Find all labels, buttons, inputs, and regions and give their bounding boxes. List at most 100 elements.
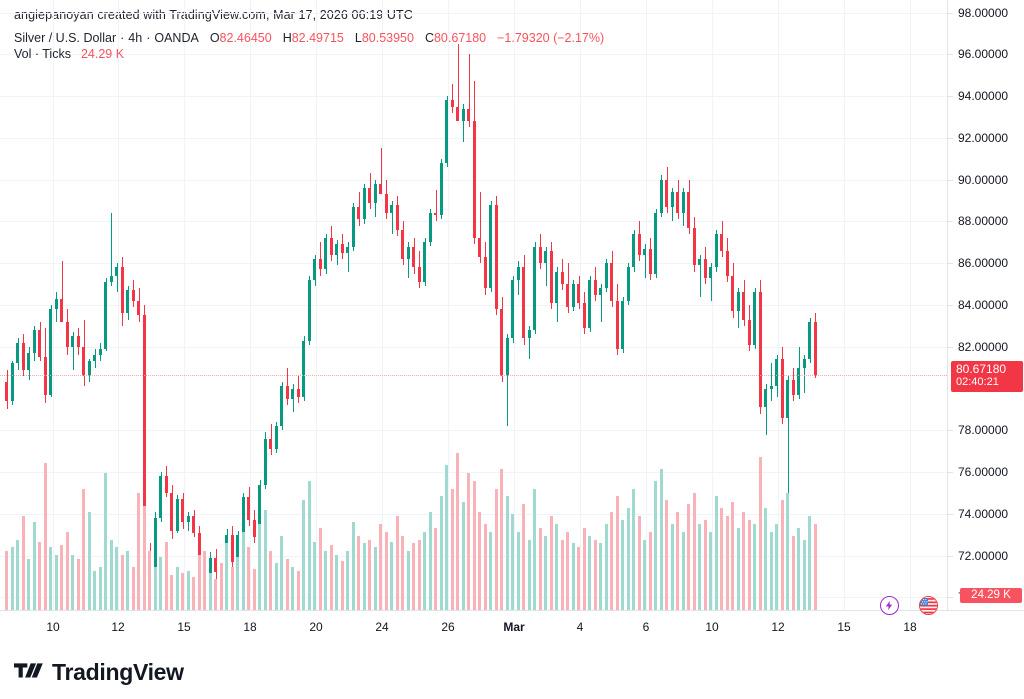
volume-bar [599, 543, 602, 610]
candle-body [406, 246, 410, 260]
chart-plot-area[interactable] [0, 0, 947, 610]
volume-bar [302, 500, 305, 610]
price-axis-tick: 74.00000 [947, 507, 1008, 521]
candle-body [555, 271, 558, 303]
candle-body [659, 179, 663, 214]
price-axis-tick: 72.00000 [947, 549, 1008, 563]
volume-bar [538, 527, 542, 610]
price-axis-tick: 84.00000 [947, 298, 1008, 312]
legend-interval[interactable]: 4h [128, 31, 143, 45]
candle-body [164, 476, 168, 493]
volume-bar [214, 578, 217, 610]
gridline-vertical [118, 0, 119, 610]
candle-wick [771, 363, 772, 402]
volume-bar [120, 555, 124, 610]
candle-body [241, 497, 245, 535]
session-break-marker[interactable] [880, 596, 899, 615]
candle-body [153, 518, 157, 571]
time-axis-tick-label: 4 [576, 620, 584, 634]
candle-body [544, 250, 547, 264]
legend-change: −1.79320 (−2.17%) [497, 31, 605, 45]
candle-body [670, 192, 674, 207]
volume-bar [49, 547, 52, 610]
legend-high-value: 82.49715 [291, 31, 344, 45]
volume-bar [335, 555, 338, 610]
candle-body [49, 309, 52, 395]
candle-body [769, 386, 773, 389]
volume-bar [527, 539, 531, 610]
volume-bar [10, 547, 14, 610]
gridline-vertical [844, 0, 845, 610]
volume-bar [610, 512, 613, 610]
candle-body [813, 321, 817, 375]
volume-bar [412, 543, 415, 610]
candle-body [687, 192, 690, 228]
volume-bar [742, 512, 745, 610]
candle-body [786, 380, 789, 418]
volume-bar [307, 480, 311, 610]
candle-wick [391, 200, 393, 234]
volume-bar [269, 551, 272, 610]
candle-body [681, 192, 685, 214]
price-axis[interactable]: 80.67180 02:40:21 24.29 K 98.00000 96.000… [947, 0, 1024, 610]
candle-body [296, 388, 300, 397]
candle-body [258, 484, 261, 537]
volume-bar [274, 563, 278, 610]
candle-body [714, 233, 718, 268]
candle-body [329, 238, 333, 255]
volume-bar [208, 572, 212, 610]
volume-bar [566, 531, 569, 610]
volume-bar [445, 465, 448, 610]
candle-body [527, 330, 531, 339]
candle-body [379, 183, 382, 195]
candle-wick [529, 325, 530, 360]
volume-bar [522, 504, 525, 610]
volume-bar [203, 551, 206, 610]
volume-bar [71, 555, 74, 610]
candle-body [615, 300, 619, 349]
candle-body [791, 380, 795, 395]
candle-body [692, 227, 696, 266]
gridline-vertical [910, 0, 911, 610]
price-axis-tick-label: 88.00000 [958, 214, 1009, 229]
candle-body [450, 100, 454, 107]
candle-wick [479, 192, 481, 264]
candle-body [494, 204, 498, 310]
legend-volume-title[interactable]: Vol · Ticks [14, 47, 71, 61]
tradingview-logo[interactable]: TradingView [14, 659, 184, 686]
candle-wick [600, 284, 602, 322]
candle-body [109, 275, 113, 283]
candle-body [126, 290, 129, 314]
time-axis[interactable]: 10 12 15 18 20 24 26 Mar 4 6 10 12 15 18 [0, 610, 1024, 646]
gridline-vertical [448, 0, 449, 610]
legend-separator-1: · [120, 31, 125, 45]
market-country-marker[interactable] [919, 596, 938, 615]
candle-body [10, 363, 14, 402]
volume-bar [786, 492, 789, 610]
volume-bar [769, 531, 773, 610]
gridline-horizontal [0, 430, 947, 432]
legend-low-value: 80.53950 [361, 31, 414, 45]
volume-bar [153, 566, 157, 610]
footer: TradingView [0, 646, 1024, 699]
candle-body [252, 520, 256, 537]
time-axis-tick-label: 10 [46, 620, 60, 634]
volume-bar [142, 506, 146, 610]
price-axis-tick-label: 94.00000 [958, 89, 1009, 104]
candle-body [725, 250, 729, 276]
candle-body [456, 106, 459, 122]
volume-bar [571, 543, 575, 610]
volume-bar [659, 469, 663, 610]
candle-body [181, 499, 184, 523]
volume-bar [808, 516, 811, 610]
candle-body [324, 238, 327, 270]
candle-body [368, 188, 371, 203]
candle-body [21, 342, 25, 370]
volume-bar [588, 535, 591, 610]
volume-bar [478, 512, 481, 610]
volume-bar [725, 516, 729, 610]
volume-bar [296, 570, 300, 610]
price-axis-tick-label: 82.00000 [958, 339, 1009, 354]
legend-symbol[interactable]: Silver / U.S. Dollar [14, 31, 117, 45]
volume-value-badge: 24.29 K [960, 588, 1022, 603]
